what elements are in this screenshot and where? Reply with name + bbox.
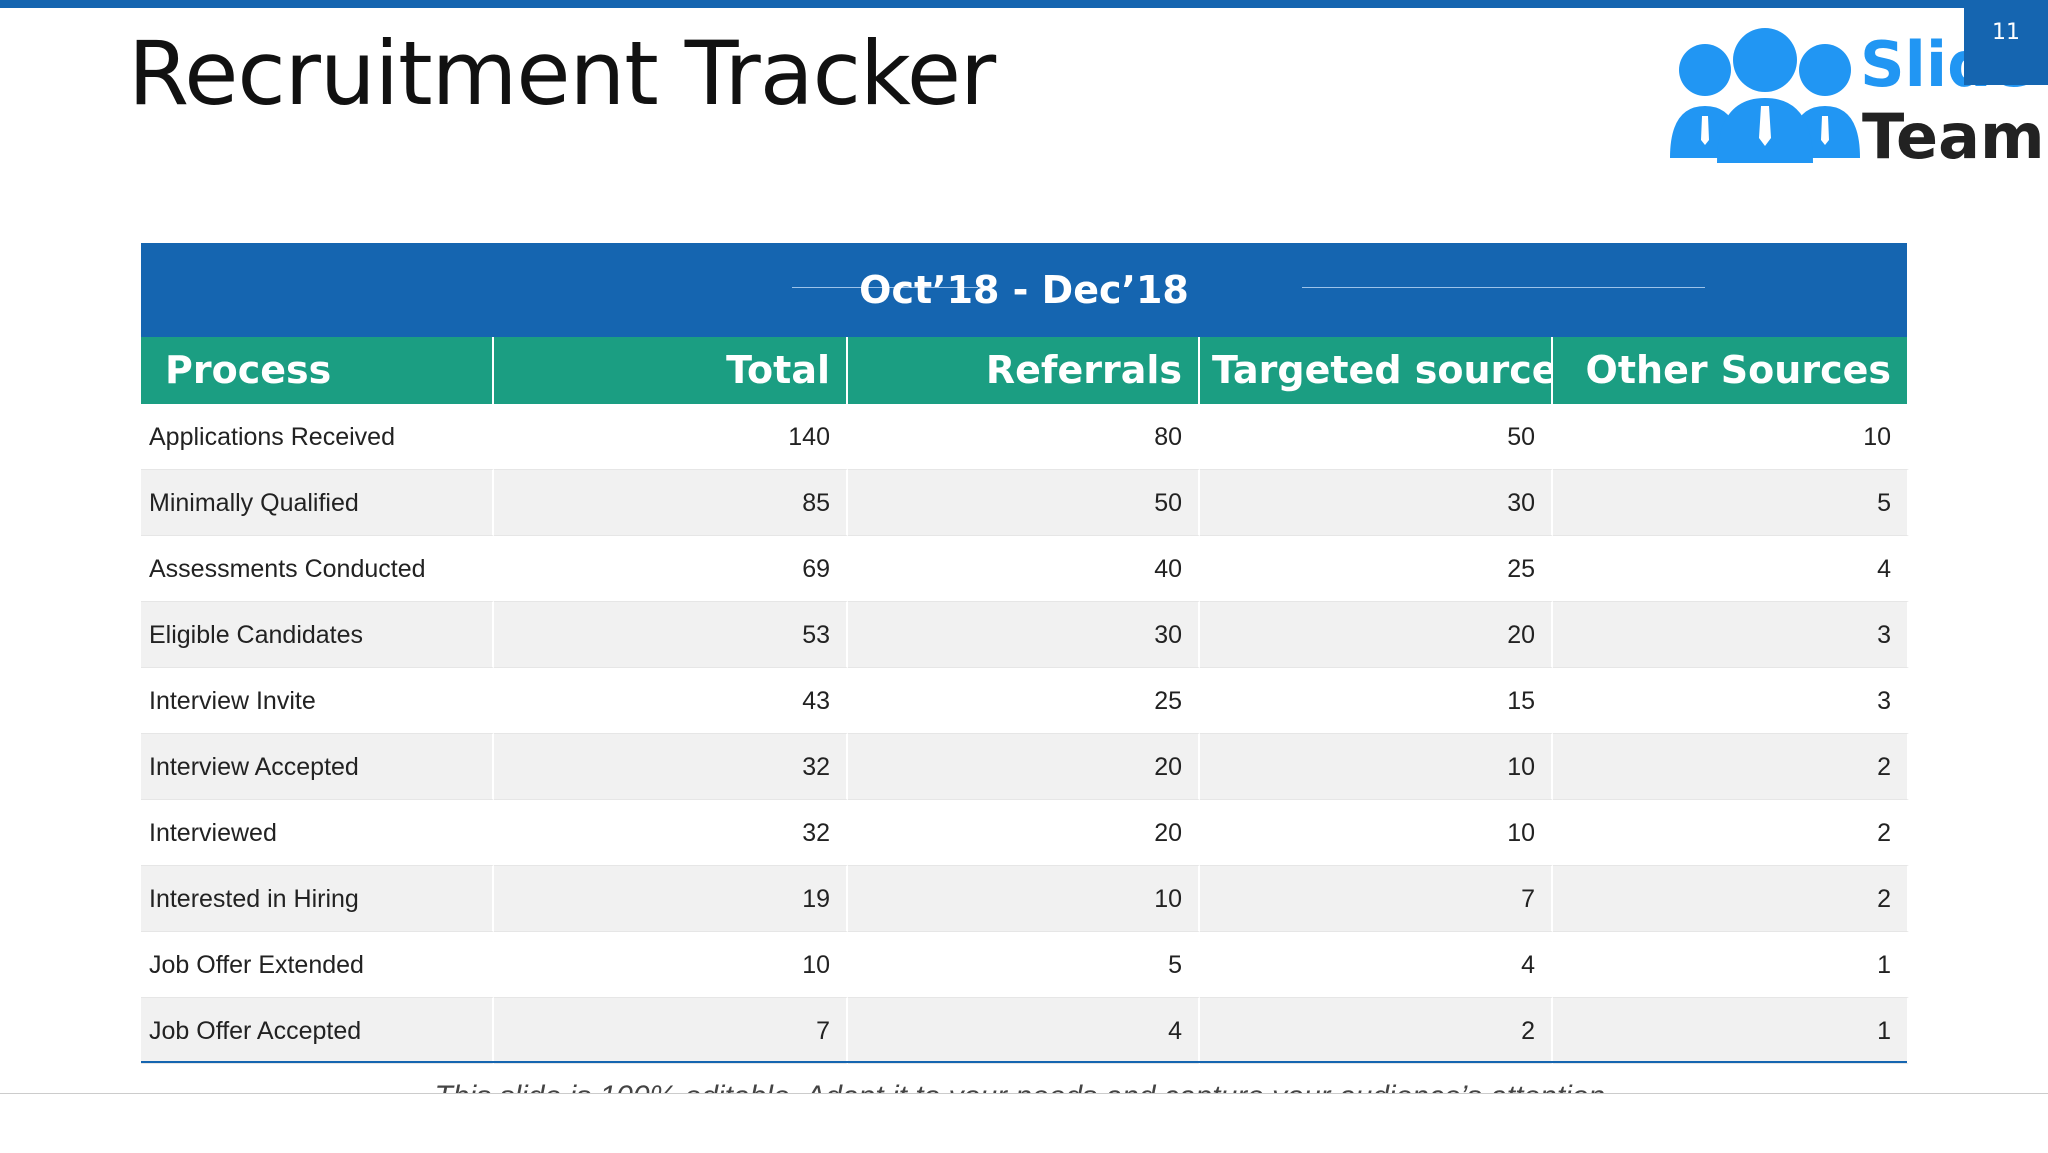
cell-value: 4 (848, 998, 1200, 1064)
cell-value: 25 (848, 668, 1200, 734)
cell-value: 2 (1553, 734, 1909, 800)
row-label: Job Offer Extended (141, 932, 494, 998)
cell-value: 4 (1553, 536, 1909, 602)
cell-value: 15 (1200, 668, 1553, 734)
cell-value: 32 (494, 734, 848, 800)
cell-value: 50 (848, 470, 1200, 536)
cell-value: 7 (494, 998, 848, 1064)
row-label: Minimally Qualified (141, 470, 494, 536)
cell-value: 30 (848, 602, 1200, 668)
period-rule (1302, 287, 1705, 288)
cell-value: 25 (1200, 536, 1553, 602)
cell-value: 140 (494, 404, 848, 470)
page-number: 11 (1964, 8, 2048, 85)
column-header: Referrals (848, 337, 1200, 404)
cell-value: 7 (1200, 866, 1553, 932)
row-label: Eligible Candidates (141, 602, 494, 668)
column-header: Total (494, 337, 848, 404)
cell-value: 80 (848, 404, 1200, 470)
row-label: Interviewed (141, 800, 494, 866)
cell-value: 19 (494, 866, 848, 932)
cell-value: 53 (494, 602, 848, 668)
cell-value: 43 (494, 668, 848, 734)
row-label: Interview Invite (141, 668, 494, 734)
cell-value: 20 (848, 734, 1200, 800)
column-header: Targeted sources (1200, 337, 1553, 404)
period-rule (792, 287, 978, 288)
row-label: Interview Accepted (141, 734, 494, 800)
cell-value: 1 (1553, 932, 1909, 998)
cell-value: 85 (494, 470, 848, 536)
cell-value: 69 (494, 536, 848, 602)
cell-value: 3 (1553, 602, 1909, 668)
cell-value: 10 (1200, 734, 1553, 800)
cell-value: 10 (494, 932, 848, 998)
logo-text: Team (1862, 100, 2045, 173)
row-label: Assessments Conducted (141, 536, 494, 602)
top-bar (0, 0, 2048, 8)
column-header: Other Sources (1553, 337, 1909, 404)
cell-value: 2 (1553, 866, 1909, 932)
row-label: Applications Received (141, 404, 494, 470)
cell-value: 2 (1200, 998, 1553, 1064)
cell-value: 10 (1553, 404, 1909, 470)
row-label: Job Offer Accepted (141, 998, 494, 1064)
cell-value: 50 (1200, 404, 1553, 470)
cell-value: 5 (848, 932, 1200, 998)
cell-value: 20 (1200, 602, 1553, 668)
row-label: Interested in Hiring (141, 866, 494, 932)
cell-value: 5 (1553, 470, 1909, 536)
period-label: Oct’18 - Dec’18 (859, 268, 1189, 312)
slide-title: Recruitment Tracker (128, 22, 996, 125)
cell-value: 10 (1200, 800, 1553, 866)
column-header: Process (141, 337, 494, 404)
cell-value: 1 (1553, 998, 1909, 1064)
cell-value: 2 (1553, 800, 1909, 866)
cell-value: 4 (1200, 932, 1553, 998)
footer-cover (0, 1093, 2048, 1153)
cell-value: 20 (848, 800, 1200, 866)
logo-icon (1670, 28, 1860, 163)
cell-value: 32 (494, 800, 848, 866)
cell-value: 10 (848, 866, 1200, 932)
cell-value: 30 (1200, 470, 1553, 536)
table-rule (141, 1061, 1907, 1063)
period-band (141, 243, 1907, 337)
cell-value: 40 (848, 536, 1200, 602)
cell-value: 3 (1553, 668, 1909, 734)
